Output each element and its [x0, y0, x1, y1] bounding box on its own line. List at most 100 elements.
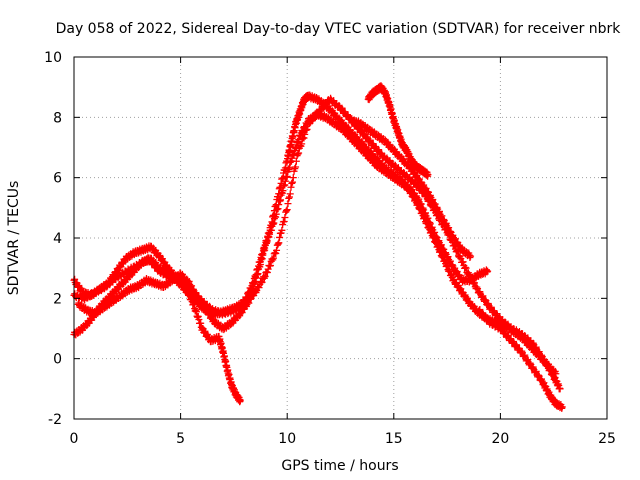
data-point	[343, 111, 351, 119]
data-point	[294, 150, 302, 158]
data-point	[269, 254, 277, 262]
data-point	[263, 269, 271, 277]
data-point	[298, 135, 306, 143]
data-point	[464, 270, 472, 278]
series-track-7	[475, 305, 566, 412]
data-point	[471, 279, 479, 287]
y-tick-label: 0	[53, 352, 62, 368]
data-point	[528, 364, 536, 372]
data-point	[481, 296, 489, 304]
data-point	[258, 278, 266, 286]
data-point	[292, 157, 300, 165]
data-point	[467, 274, 475, 282]
data-point	[268, 255, 276, 263]
data-point	[302, 126, 310, 134]
data-point	[285, 194, 293, 202]
x-tick-label: 10	[278, 431, 296, 447]
data-point	[236, 397, 244, 405]
data-point	[274, 240, 282, 248]
data-point	[291, 165, 299, 173]
y-tick-label: 2	[53, 291, 62, 307]
data-point	[487, 303, 495, 311]
y-tick-label: 10	[44, 50, 62, 66]
data-point	[372, 143, 380, 151]
data-point	[540, 357, 548, 365]
data-point	[251, 287, 259, 295]
series-track-5	[364, 82, 432, 180]
data-point	[261, 272, 269, 280]
y-tick-label: -2	[48, 412, 62, 428]
data-point	[280, 218, 288, 226]
data-point	[292, 163, 300, 171]
y-tick-label: 6	[53, 171, 62, 187]
data-point	[462, 264, 470, 272]
data-point	[286, 190, 294, 198]
data-point	[473, 283, 481, 291]
data-point	[483, 301, 491, 309]
data-point	[275, 239, 283, 247]
x-tick-label: 15	[385, 431, 403, 447]
data-point	[285, 193, 293, 201]
data-point	[455, 253, 463, 261]
data-point	[512, 341, 520, 349]
data-point	[538, 351, 546, 359]
data-point	[532, 367, 540, 375]
data-point	[558, 403, 566, 411]
series-track-6	[347, 115, 475, 261]
data-point	[301, 130, 309, 138]
grid-lines	[74, 57, 607, 419]
data-point	[287, 183, 295, 191]
y-tick-label: 4	[53, 231, 62, 247]
x-tick-label: 20	[491, 431, 509, 447]
x-tick-label: 25	[598, 431, 616, 447]
data-point	[329, 98, 337, 106]
data-point	[283, 206, 291, 214]
data-point	[278, 226, 286, 234]
data-point	[467, 252, 475, 260]
y-tick-labels: -2 0 2 4 6 8 10	[44, 50, 62, 428]
data-point	[298, 140, 306, 148]
x-axis-label: GPS time / hours	[281, 458, 398, 474]
chart-title: Day 058 of 2022, Sidereal Day-to-day VTE…	[56, 21, 622, 37]
data-point	[289, 178, 297, 186]
data-point	[424, 171, 432, 179]
data-point	[526, 359, 534, 367]
data-point	[281, 213, 289, 221]
data-point	[282, 207, 290, 215]
data-point	[459, 258, 467, 266]
data-point	[534, 371, 542, 379]
data-point	[289, 174, 297, 182]
data-point	[529, 339, 537, 347]
data-point	[300, 134, 308, 142]
data-point	[547, 366, 555, 374]
data-point	[303, 125, 311, 133]
x-tick-label: 5	[176, 431, 185, 447]
data-points	[70, 82, 566, 412]
data-point	[461, 263, 469, 271]
data-point	[276, 233, 284, 241]
data-point	[255, 284, 263, 292]
data-point	[484, 267, 492, 275]
x-tick-label: 0	[70, 431, 79, 447]
data-point	[524, 356, 532, 364]
data-point	[556, 385, 564, 393]
x-tick-labels: 0 5 10 15 20 25	[70, 431, 616, 447]
data-point	[272, 250, 280, 258]
data-point	[273, 246, 281, 254]
data-point	[311, 113, 319, 121]
axis-ticks	[73, 56, 608, 420]
data-point	[284, 200, 292, 208]
data-point	[288, 179, 296, 187]
y-axis-label: SDTVAR / TECUs	[6, 181, 22, 296]
data-point	[317, 107, 325, 115]
series-track-4	[70, 94, 564, 393]
data-point	[479, 292, 487, 300]
data-point	[523, 335, 531, 343]
data-point	[266, 262, 274, 270]
data-point	[535, 348, 543, 356]
data-point	[264, 265, 272, 273]
data-point	[149, 259, 157, 267]
data-point	[546, 365, 554, 373]
series-track-2	[70, 91, 560, 378]
